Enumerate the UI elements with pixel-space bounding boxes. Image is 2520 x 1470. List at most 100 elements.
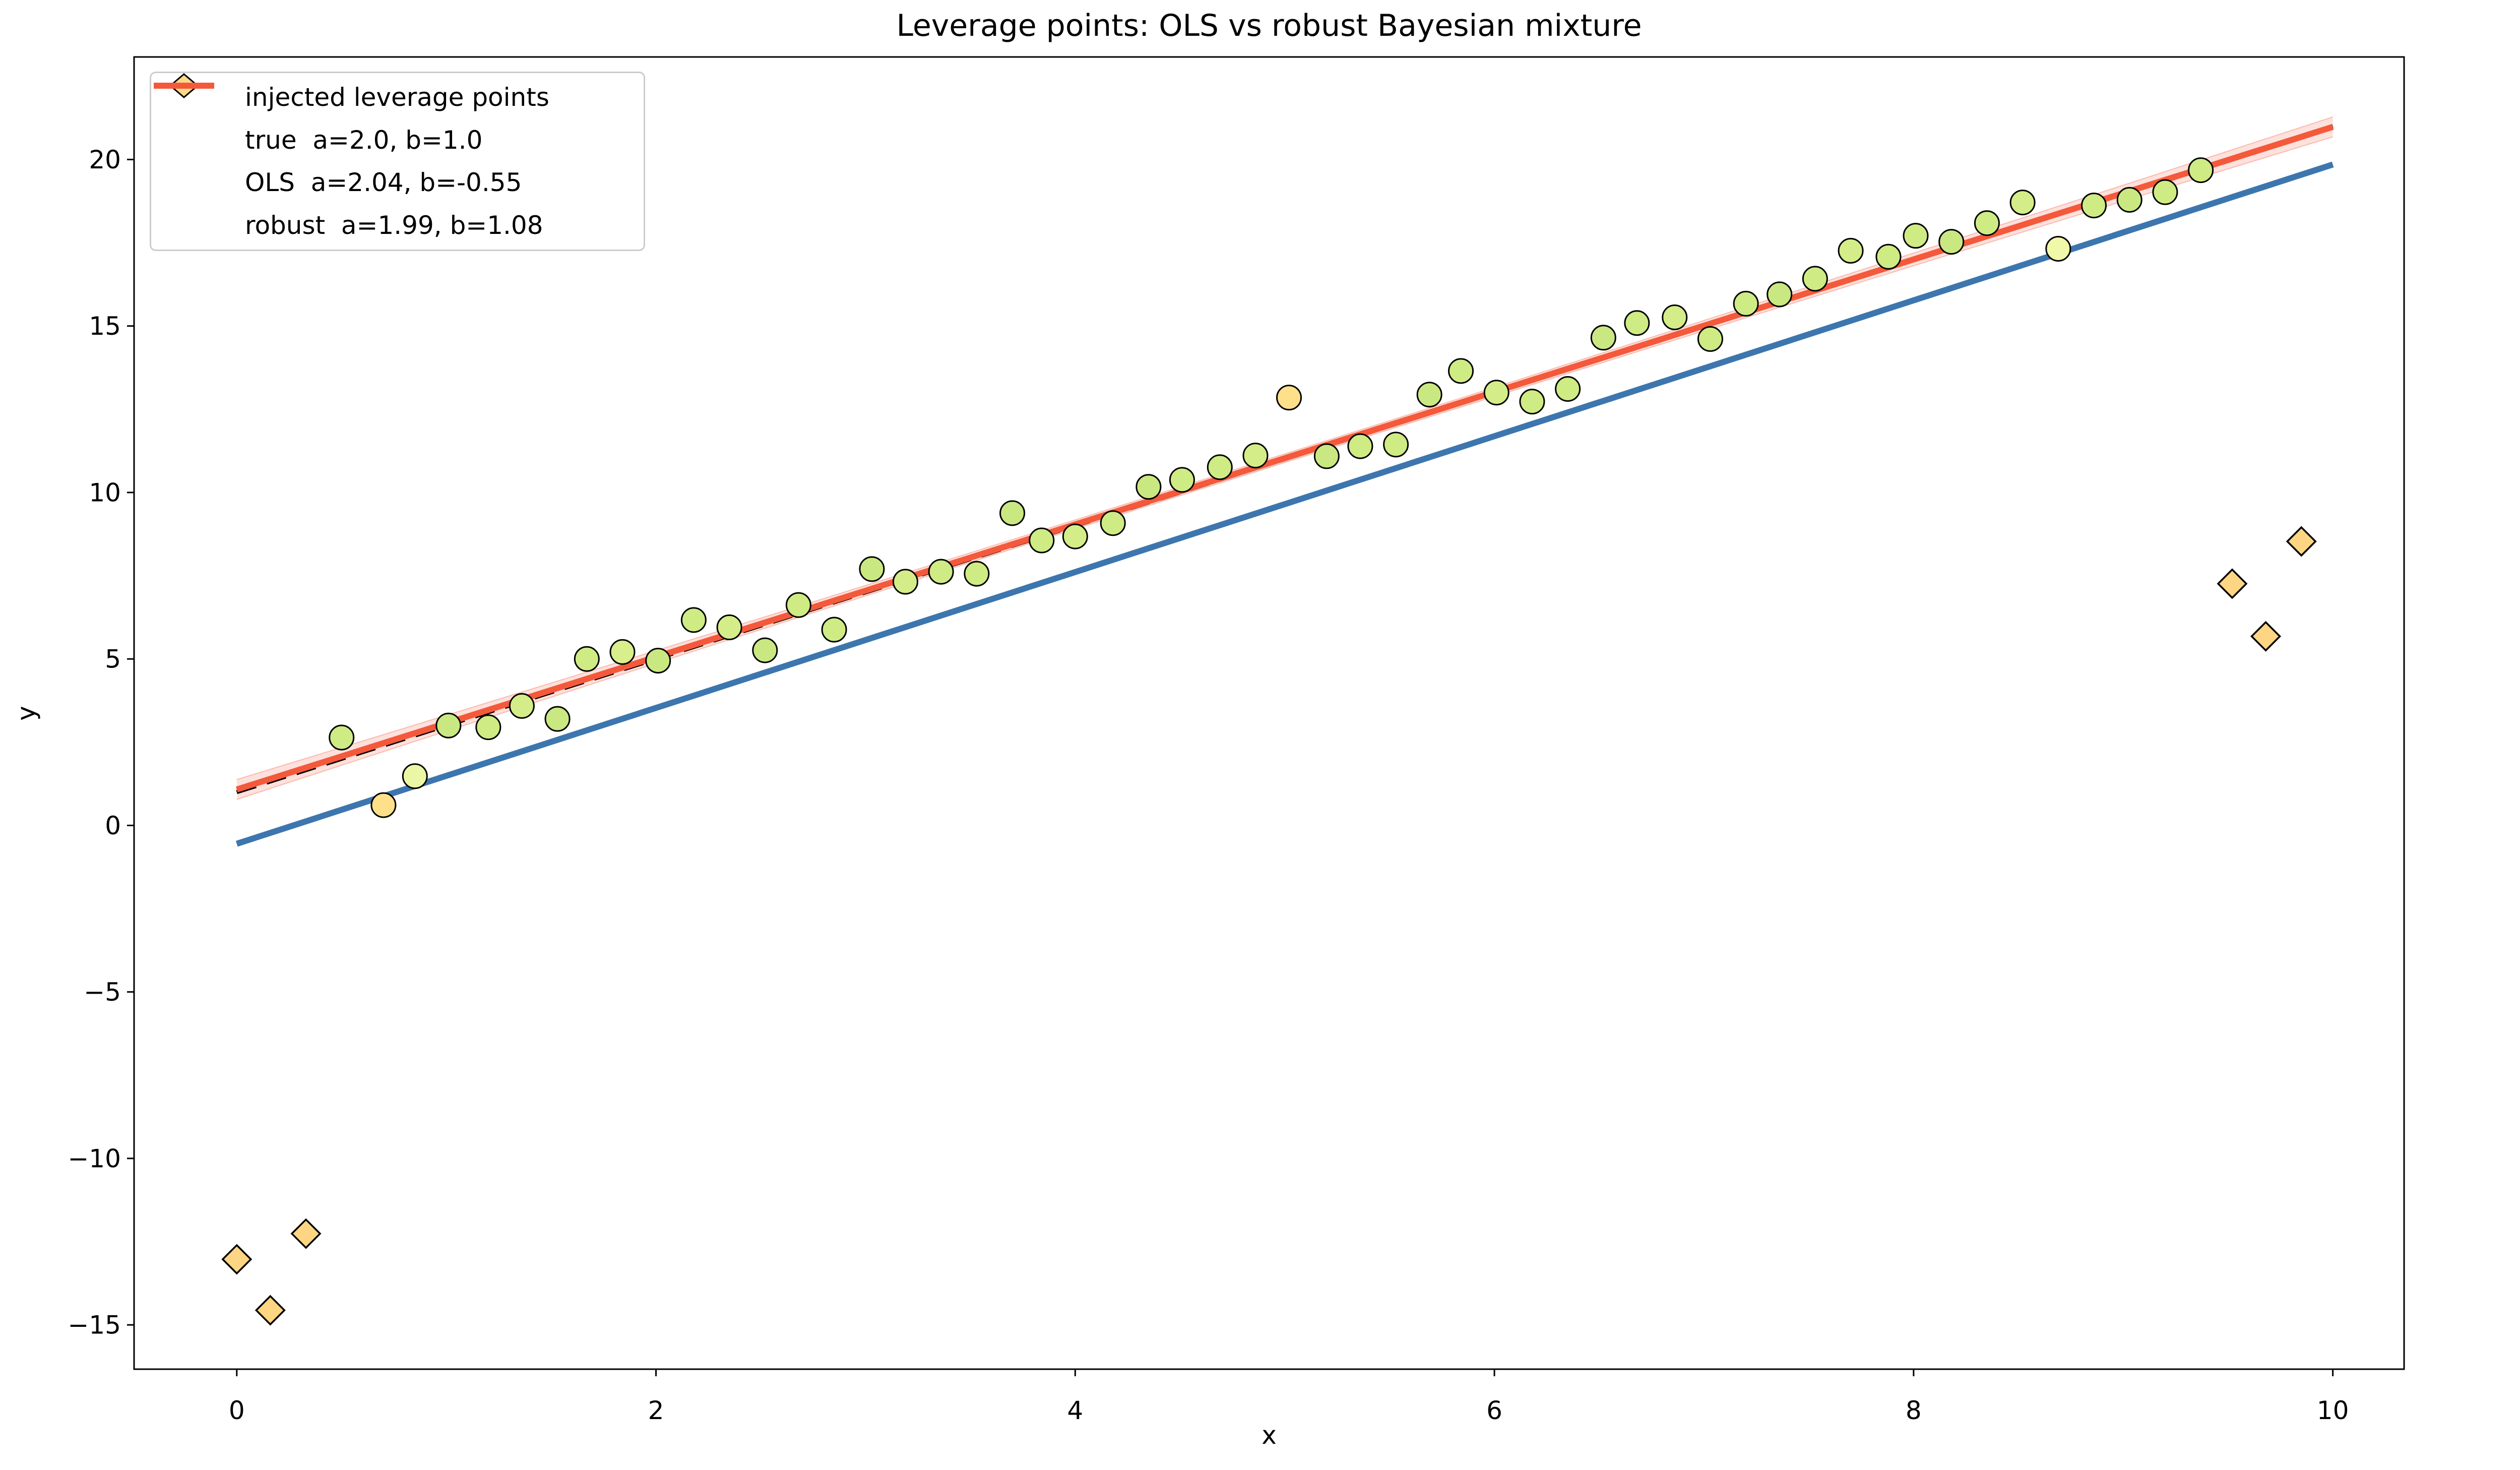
legend-item-ols: OLS a=2.04, b=-0.55	[151, 83, 644, 204]
y-axis-label: y	[12, 706, 41, 721]
data-point	[2081, 193, 2107, 219]
leverage-point-marker	[221, 1244, 253, 1275]
y-tick-label: −5	[84, 977, 121, 1007]
data-point	[1733, 290, 1759, 317]
y-tick-label: −10	[68, 1144, 121, 1173]
x-axis-label: x	[1262, 1421, 1277, 1450]
robust-regression-line	[235, 124, 2334, 792]
legend-box: injected leverage points true a=2.0, b=1…	[150, 72, 645, 251]
legend-label-ols: OLS a=2.04, b=-0.55	[245, 168, 522, 198]
x-tick-label: 6	[1486, 1396, 1502, 1425]
data-point	[2188, 157, 2214, 183]
legend-marker-robust-line-icon	[154, 83, 224, 238]
data-point	[1169, 467, 1195, 493]
data-point	[435, 712, 462, 739]
leverage-point-marker	[290, 1218, 322, 1249]
legend-label-leverage: injected leverage points	[245, 83, 549, 112]
legend-marker-ols-line-icon	[154, 83, 224, 195]
data-point	[1029, 527, 1055, 554]
leverage-points	[221, 526, 2317, 1326]
data-point	[1483, 380, 1509, 406]
legend-label-true: true a=2.0, b=1.0	[245, 125, 483, 155]
data-point	[475, 714, 501, 741]
leverage-point-marker	[2286, 526, 2317, 557]
data-point	[1838, 237, 1864, 264]
leverage-point-marker	[2217, 568, 2248, 599]
data-point	[1974, 210, 2000, 236]
leverage-point-marker	[255, 1295, 286, 1326]
chart-title: Leverage points: OLS vs robust Bayesian …	[896, 8, 1642, 43]
data-point	[574, 646, 600, 672]
robust-ci-band-edge	[236, 136, 2333, 800]
data-point	[1313, 443, 1340, 469]
y-tick-label: 15	[89, 312, 121, 341]
data-point	[752, 637, 778, 663]
data-point	[1519, 389, 1545, 415]
x-tick-label: 4	[1067, 1396, 1083, 1425]
data-point	[402, 763, 428, 789]
data-point	[1276, 385, 1302, 411]
data-point	[1697, 326, 1723, 352]
y-ticks: 20 15 10 5 0 −5 −10 −15	[68, 145, 134, 1340]
data-point	[1802, 266, 1828, 292]
data-point	[1100, 510, 1126, 536]
legend-item-leverage: injected leverage points	[151, 73, 644, 118]
data-point	[1062, 523, 1088, 549]
ols-regression-line	[235, 161, 2334, 847]
y-tick-label: −15	[68, 1311, 121, 1340]
data-point	[329, 724, 355, 751]
data-point	[1383, 432, 1409, 458]
y-tick-label: 10	[89, 478, 121, 507]
data-point	[928, 559, 954, 585]
legend-item-true: true a=2.0, b=1.0	[151, 83, 644, 161]
data-point	[2045, 235, 2071, 262]
inlier-points	[329, 157, 2214, 818]
x-tick-label: 2	[648, 1396, 664, 1425]
data-point	[2116, 187, 2143, 213]
data-point	[1136, 474, 1162, 500]
leverage-point-marker	[2250, 621, 2281, 652]
data-point	[999, 500, 1026, 526]
data-point	[609, 639, 636, 665]
legend-marker-dashed-line-icon	[154, 83, 224, 153]
data-point	[859, 556, 885, 582]
axes-frame	[133, 56, 2405, 1370]
data-point	[1590, 325, 1616, 351]
data-point	[892, 569, 918, 595]
data-point	[785, 592, 811, 618]
data-point	[370, 792, 397, 818]
data-point	[1662, 304, 1688, 331]
data-point	[2009, 190, 2036, 216]
data-point	[1938, 229, 1965, 255]
axes-spines	[133, 56, 2405, 1370]
data-point	[821, 617, 847, 643]
data-point	[1416, 382, 1442, 408]
data-point	[680, 607, 707, 633]
legend-marker-glyph	[154, 83, 214, 89]
y-tick-label: 5	[105, 645, 121, 674]
x-tick-label: 10	[2317, 1396, 2349, 1425]
y-tick-label: 20	[89, 145, 121, 174]
data-point	[509, 693, 535, 719]
data-point	[1875, 243, 1902, 270]
ols-line	[235, 161, 2334, 847]
y-tick-label: 0	[105, 811, 121, 840]
data-point	[1448, 358, 1474, 384]
data-point	[1624, 310, 1650, 336]
data-point	[1767, 281, 1793, 308]
data-point	[1242, 443, 1269, 469]
data-point	[964, 561, 990, 587]
data-point	[716, 614, 742, 640]
data-point	[1207, 454, 1233, 480]
x-tick-label: 8	[1906, 1396, 1922, 1425]
robust-line	[235, 124, 2334, 792]
legend-label-robust: robust a=1.99, b=1.08	[245, 210, 543, 240]
x-tick-label: 0	[229, 1396, 245, 1425]
data-point	[1903, 223, 1929, 249]
data-point	[544, 706, 571, 732]
x-ticks: 0 2 4 6 8 10	[229, 1369, 2349, 1425]
data-point	[1555, 376, 1581, 402]
legend-item-robust: robust a=1.99, b=1.08	[151, 83, 644, 247]
